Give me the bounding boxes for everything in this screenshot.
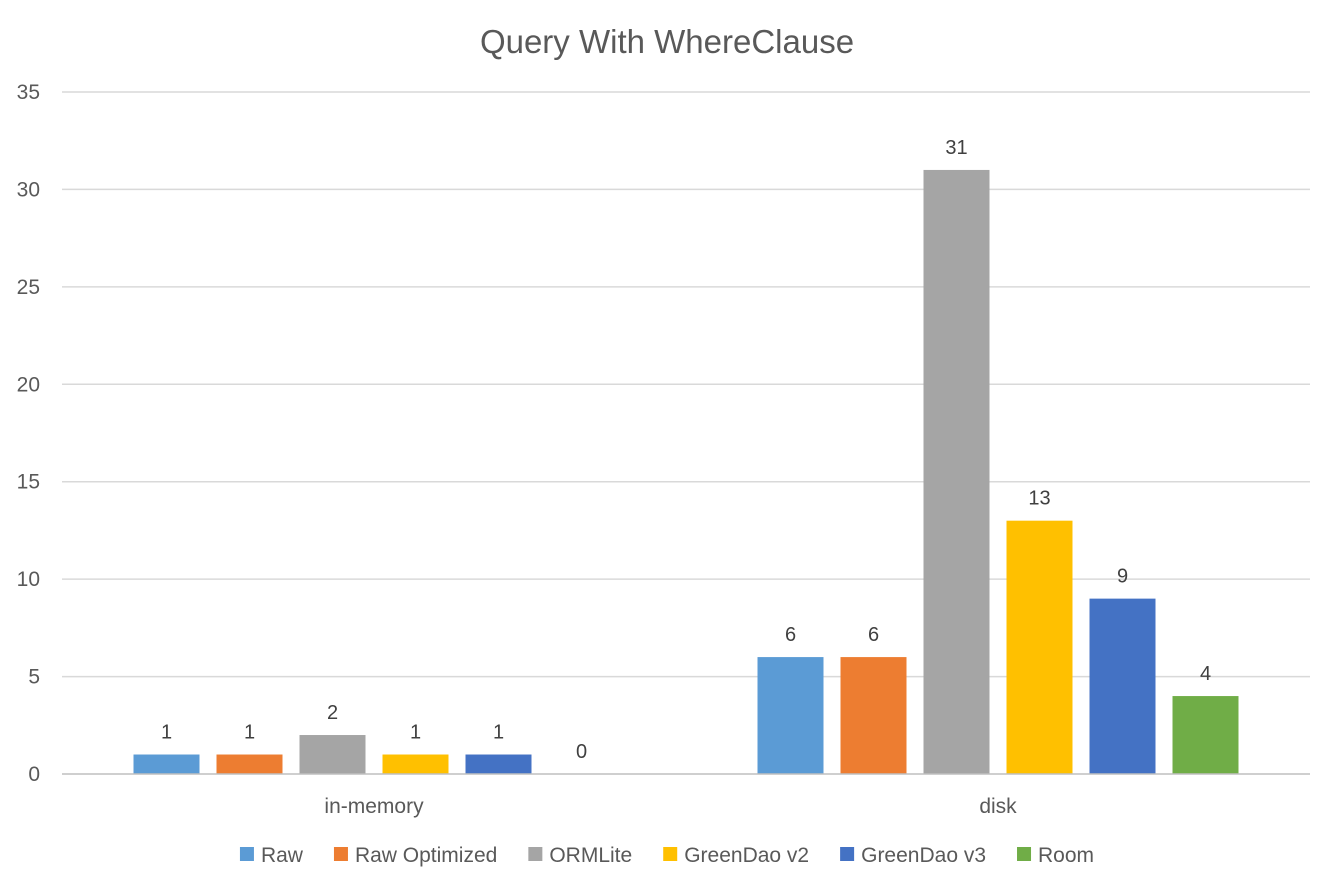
legend-item: Raw Optimized <box>333 844 497 867</box>
y-tick-label: 5 <box>28 666 40 689</box>
bar <box>1006 520 1073 774</box>
legend-item: Room <box>1017 844 1094 867</box>
y-axis-ticks: 0 5 10 15 20 25 30 35 <box>17 81 40 786</box>
y-tick-label: 35 <box>17 81 40 104</box>
legend-swatch <box>840 847 855 861</box>
data-label: 1 <box>410 722 421 744</box>
data-label: 31 <box>945 137 967 159</box>
bar <box>382 754 449 774</box>
bar <box>1089 598 1156 774</box>
legend-label: Room <box>1038 844 1094 867</box>
bar <box>923 169 990 774</box>
legend: Raw Raw Optimized ORMLite GreenDao v2 GreenD… <box>239 844 1094 867</box>
bar <box>133 754 200 774</box>
legend-swatch <box>333 847 348 861</box>
bar <box>757 657 824 774</box>
data-label: 13 <box>1028 488 1050 510</box>
legend-swatch <box>528 847 543 861</box>
bar <box>840 657 907 774</box>
bar <box>465 754 532 774</box>
legend-swatch <box>663 847 678 861</box>
legend-item: GreenDao v3 <box>840 844 986 867</box>
legend-label: GreenDao v2 <box>684 844 809 867</box>
gridlines <box>62 91 1310 678</box>
y-tick-label: 15 <box>17 471 40 494</box>
x-category-label: disk <box>979 795 1017 818</box>
y-tick-label: 10 <box>17 568 40 591</box>
legend-label: Raw <box>261 844 304 867</box>
x-axis-categories: in-memory disk <box>324 795 1017 818</box>
legend-item: Raw <box>239 844 304 867</box>
y-tick-label: 30 <box>17 178 40 201</box>
bar <box>299 735 366 774</box>
data-labels: 1 1 2 1 1 0 6 6 31 13 9 4 <box>161 137 1211 763</box>
x-category-label: in-memory <box>324 795 424 818</box>
legend-swatch <box>239 847 254 861</box>
data-label: 1 <box>493 722 504 744</box>
y-tick-label: 0 <box>28 763 40 786</box>
chart-title: Query With WhereClause <box>480 23 854 60</box>
data-label: 6 <box>785 624 796 646</box>
bars <box>133 169 1239 774</box>
bar <box>216 754 283 774</box>
data-label: 1 <box>161 722 172 744</box>
data-label: 9 <box>1117 566 1128 588</box>
legend-label: GreenDao v3 <box>861 844 986 867</box>
legend-label: ORMLite <box>549 844 632 867</box>
y-tick-label: 25 <box>17 276 40 299</box>
legend-item: ORMLite <box>528 844 632 867</box>
data-label: 2 <box>327 702 338 724</box>
legend-label: Raw Optimized <box>355 844 497 867</box>
data-label: 0 <box>576 741 587 763</box>
legend-swatch <box>1017 847 1032 861</box>
y-tick-label: 20 <box>17 373 40 396</box>
data-label: 4 <box>1200 663 1211 685</box>
data-label: 1 <box>244 722 255 744</box>
data-label: 6 <box>868 624 879 646</box>
legend-item: GreenDao v2 <box>663 844 809 867</box>
bar <box>1172 696 1239 774</box>
